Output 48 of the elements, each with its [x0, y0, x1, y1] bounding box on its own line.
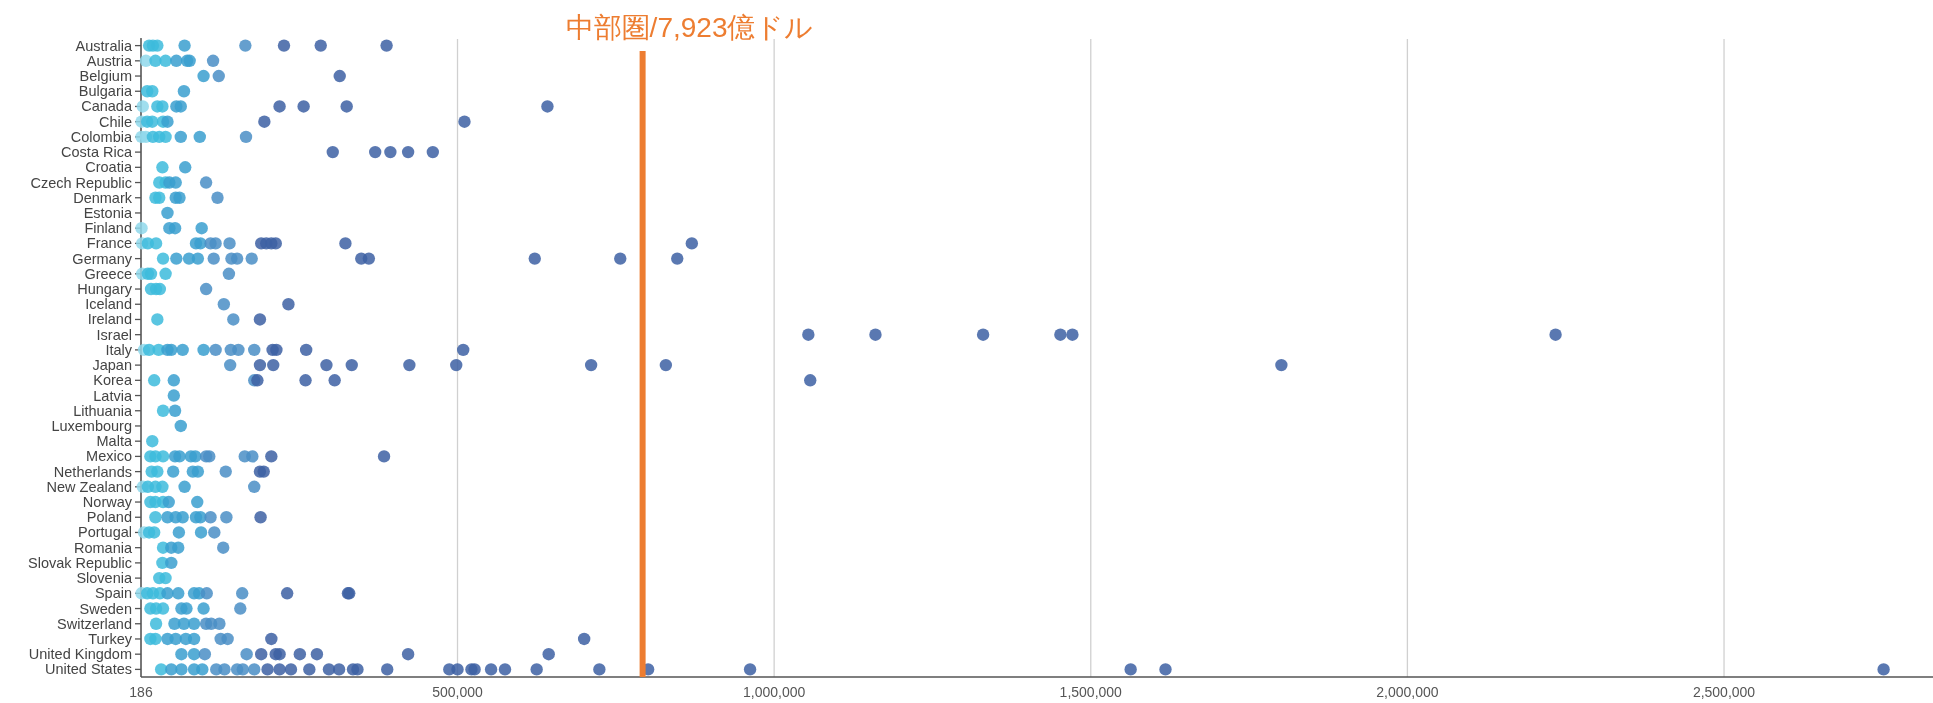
x-tick-label: 500,000 [432, 684, 484, 700]
y-tick-label: Norway [82, 494, 133, 511]
x-tick-label: 186 [129, 684, 153, 700]
y-tick-label: Iceland [85, 296, 132, 313]
y-tick-label: Chile [98, 113, 132, 130]
y-tick-label: Lithuania [73, 402, 133, 419]
y-tick-label: Italy [105, 341, 133, 358]
y-tick-label: Germany [72, 250, 133, 267]
x-tick-label: 1,000,000 [742, 684, 806, 700]
y-tick-label: Switzerland [57, 615, 132, 632]
y-tick-label: Israel [96, 326, 132, 343]
y-tick-label: Romania [73, 539, 133, 556]
y-tick-label: Turkey [88, 630, 133, 647]
y-tick-label: France [86, 235, 132, 252]
y-tick-label: Hungary [77, 281, 133, 298]
y-tick-label: Czech Republic [30, 174, 132, 191]
y-tick-label: Mexico [86, 448, 132, 465]
y-tick-label: Canada [81, 98, 133, 115]
ref-line-label: 中部圏/7,923億ドル [565, 12, 814, 43]
y-tick-label: Luxembourg [51, 417, 132, 434]
y-tick-label: Sweden [79, 600, 132, 617]
y-tick-label: Estonia [83, 204, 133, 221]
y-tick-label: Spain [94, 585, 132, 602]
y-tick-label: Austria [86, 52, 133, 69]
y-tick-label: Japan [92, 357, 132, 374]
y-tick-label: Australia [75, 37, 133, 54]
y-tick-label: Netherlands [53, 463, 132, 480]
ref-line: 中部圏/7,923億ドル [565, 12, 814, 677]
y-tick-label: Korea [93, 372, 133, 389]
y-tick-label: Malta [96, 433, 133, 450]
y-tick-label: Slovenia [76, 570, 133, 587]
x-tick-label: 1,500,000 [1059, 684, 1123, 700]
y-tick-label: United Kingdom [28, 646, 132, 663]
y-tick-label: Portugal [77, 524, 132, 541]
y-tick-label: Latvia [93, 387, 133, 404]
y-tick-label: Poland [86, 509, 132, 526]
y-tick-label: Colombia [70, 128, 133, 145]
x-tick-label: 2,500,000 [1692, 684, 1756, 700]
y-tick-label: Belgium [79, 68, 132, 85]
y-tick-label: New Zealand [46, 478, 132, 495]
y-tick-label: Bulgaria [78, 83, 133, 100]
y-tick-label: Slovak Republic [28, 554, 132, 571]
y-tick-label: United States [44, 661, 132, 678]
y-tick-label: Ireland [87, 311, 132, 328]
y-tick-label: Costa Rica [61, 144, 133, 161]
y-tick-label: Finland [84, 220, 132, 237]
y-tick-label: Croatia [85, 159, 133, 176]
x-tick-label: 2,000,000 [1376, 684, 1439, 700]
